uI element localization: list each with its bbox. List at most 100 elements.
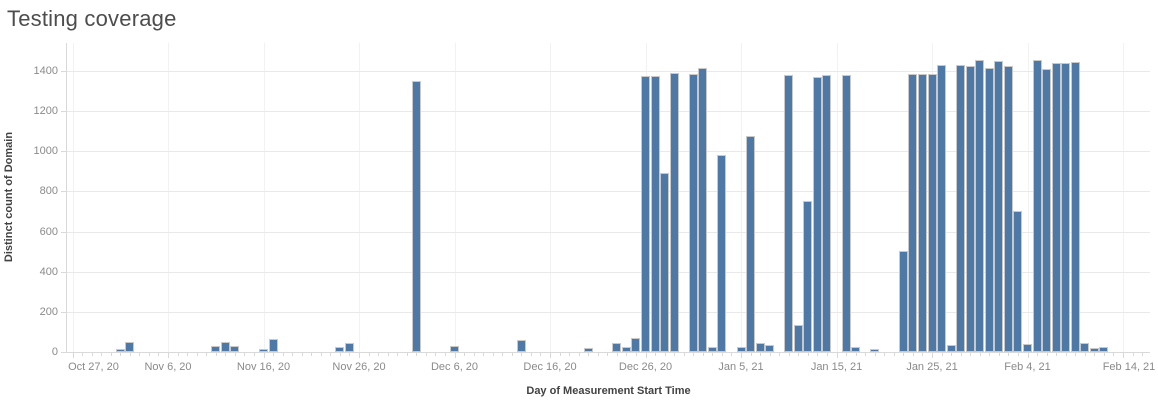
bar[interactable] <box>975 60 985 352</box>
y-axis-tick <box>61 231 66 233</box>
bar[interactable] <box>841 75 851 352</box>
y-axis-tick <box>61 271 66 273</box>
x-axis-minor-tick <box>769 353 771 356</box>
x-axis-minor-tick <box>1113 353 1115 356</box>
bar[interactable] <box>784 75 794 352</box>
bar[interactable] <box>230 346 240 352</box>
vertical-gridline <box>359 43 360 352</box>
bar[interactable] <box>688 74 698 352</box>
x-axis-tick-label: Nov 6, 20 <box>144 361 192 373</box>
x-axis-minor-tick <box>129 353 131 356</box>
bar[interactable] <box>115 349 125 352</box>
bar[interactable] <box>344 343 354 352</box>
bar[interactable] <box>927 74 937 352</box>
bar[interactable] <box>335 347 345 352</box>
x-axis-minor-tick <box>912 353 914 356</box>
x-axis-minor-tick <box>721 353 723 356</box>
bar[interactable] <box>984 68 994 352</box>
bar[interactable] <box>1099 347 1109 352</box>
x-axis-minor-tick <box>253 353 255 356</box>
bar[interactable] <box>765 345 775 352</box>
y-axis-tick-label: 1400 <box>33 65 58 77</box>
bar[interactable] <box>736 347 746 352</box>
bar[interactable] <box>917 74 927 352</box>
horizontal-gridline <box>67 191 1150 193</box>
bar[interactable] <box>411 81 421 352</box>
x-axis-minor-tick <box>826 353 828 356</box>
bar[interactable] <box>1089 348 1099 352</box>
bar[interactable] <box>583 348 593 352</box>
x-axis-major-tick <box>1027 353 1029 358</box>
x-axis-tick-label: Oct 27, 20 <box>68 361 119 373</box>
x-axis-minor-tick <box>607 353 609 356</box>
x-axis-minor-tick <box>244 353 246 356</box>
bar[interactable] <box>946 345 956 352</box>
bar[interactable] <box>908 74 918 352</box>
x-axis-minor-tick <box>387 353 389 356</box>
x-axis-minor-tick <box>712 353 714 356</box>
bar[interactable] <box>717 155 727 352</box>
bar[interactable] <box>450 346 459 352</box>
x-axis-tick-label: Feb 4, 21 <box>1004 361 1051 373</box>
bar[interactable] <box>1013 211 1023 352</box>
bar[interactable] <box>621 347 631 352</box>
bar[interactable] <box>898 251 908 352</box>
x-axis-minor-tick <box>1142 353 1144 356</box>
x-axis-minor-tick <box>588 353 590 356</box>
bar[interactable] <box>259 349 268 352</box>
vertical-gridline <box>836 43 838 352</box>
x-axis-minor-tick <box>616 353 618 356</box>
x-axis-minor-tick <box>979 353 981 356</box>
x-axis-minor-tick <box>483 353 485 356</box>
horizontal-gridline <box>67 71 1150 72</box>
x-axis-minor-tick <box>502 353 504 356</box>
x-axis-minor-tick <box>406 353 408 356</box>
bar[interactable] <box>641 76 650 352</box>
x-axis-major-tick <box>263 353 265 358</box>
bar[interactable] <box>803 201 813 352</box>
bar[interactable] <box>660 173 670 352</box>
bar[interactable] <box>793 325 803 352</box>
bar[interactable] <box>650 76 660 352</box>
x-axis-minor-tick <box>435 353 437 356</box>
bar[interactable] <box>994 61 1004 352</box>
x-axis-minor-tick <box>635 353 637 356</box>
x-axis-minor-tick <box>788 353 790 356</box>
bar[interactable] <box>1061 63 1071 352</box>
bar[interactable] <box>746 136 756 352</box>
y-axis-tick-label: 1200 <box>33 105 58 118</box>
bar[interactable] <box>755 343 765 352</box>
bar[interactable] <box>1023 344 1032 352</box>
bar[interactable] <box>1032 60 1042 352</box>
bar[interactable] <box>698 68 708 352</box>
bar[interactable] <box>631 338 641 352</box>
bar[interactable] <box>812 77 822 352</box>
bar[interactable] <box>1070 62 1080 352</box>
x-axis-minor-tick <box>330 353 332 356</box>
bar[interactable] <box>937 65 947 352</box>
bar[interactable] <box>851 347 861 352</box>
bar[interactable] <box>1003 66 1013 352</box>
bar[interactable] <box>125 342 135 352</box>
bar[interactable] <box>1080 343 1090 352</box>
bar[interactable] <box>612 343 622 352</box>
bar[interactable] <box>268 339 278 352</box>
bar[interactable] <box>822 75 832 352</box>
bar[interactable] <box>870 349 880 352</box>
bar[interactable] <box>965 66 975 352</box>
bar[interactable] <box>220 342 230 352</box>
y-axis-tick <box>61 352 66 353</box>
x-axis-minor-tick <box>903 353 905 356</box>
bar[interactable] <box>707 347 717 352</box>
bar[interactable] <box>516 340 526 352</box>
bar[interactable] <box>1051 63 1061 352</box>
bar[interactable] <box>211 346 221 352</box>
vertical-gridline <box>72 43 74 352</box>
x-axis-major-tick <box>645 353 647 358</box>
y-axis-tick-label: 0 <box>51 346 58 358</box>
bar[interactable] <box>669 73 679 352</box>
bar[interactable] <box>1042 69 1052 352</box>
y-axis-tick <box>61 191 66 193</box>
x-axis-minor-tick <box>158 353 160 356</box>
bar[interactable] <box>956 65 966 352</box>
